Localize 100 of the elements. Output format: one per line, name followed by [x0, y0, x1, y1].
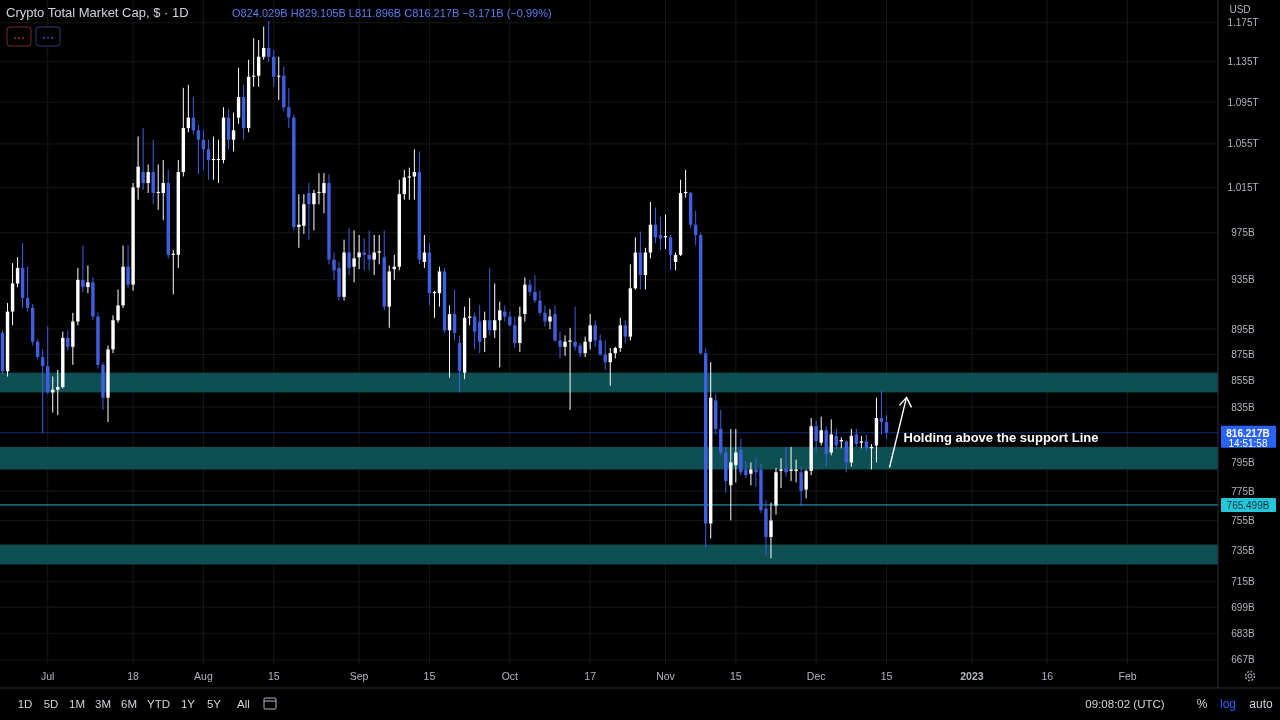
candlestick [196, 124, 201, 175]
candlestick [377, 234, 381, 265]
text: auto [1249, 697, 1273, 711]
candlestick [779, 457, 783, 489]
candlestick [307, 182, 311, 241]
y-tick-label: 1.175T [1227, 17, 1259, 29]
y-tick-label: 1.135T [1227, 56, 1259, 68]
text: O824.029B H829.105B L811.896B C816.217B −8.171B (−0.99%) [232, 7, 552, 19]
x-tick-label: 15 [423, 670, 436, 682]
text: 3M [95, 698, 111, 710]
text: % [1196, 697, 1208, 711]
y-tick-label: 855B [1231, 375, 1255, 387]
candlestick [513, 316, 517, 349]
text: log [1219, 697, 1237, 711]
candlestick [136, 136, 140, 201]
candlestick [799, 466, 803, 507]
y-tick-label: 1.015T [1227, 181, 1259, 193]
candlestick [623, 319, 628, 344]
candlestick [543, 304, 547, 328]
y-tick-label: 1.095T [1227, 96, 1259, 108]
candlestick [231, 111, 236, 152]
candlestick [819, 416, 823, 447]
text: 1D [17, 698, 33, 710]
candlestick [312, 189, 316, 231]
ref-line-label: 816.217B [1226, 427, 1270, 439]
candlestick [618, 317, 622, 353]
y-tick-label: 715B [1231, 576, 1255, 588]
x-tick-label: 15 [729, 670, 742, 682]
y-tick-label: 895B [1231, 323, 1255, 335]
candlestick [251, 37, 256, 88]
x-tick-label: Sep [349, 670, 369, 682]
text: 5Y [206, 698, 222, 710]
y-tick-label: 775B [1231, 485, 1255, 497]
text: All [237, 698, 250, 710]
y-tick-label: 683B [1231, 627, 1255, 639]
candlestick [538, 290, 542, 316]
x-tick-label: 2023 [960, 670, 984, 682]
candlestick [528, 279, 532, 297]
candlestick [814, 420, 818, 454]
candlestick [372, 234, 376, 276]
y-tick-label: 935B [1231, 274, 1255, 286]
x-tick-label: Nov [656, 670, 676, 682]
candlestick [769, 502, 773, 559]
candlestick [56, 369, 60, 416]
ref-line-label: 765.499B [1226, 499, 1270, 511]
candlestick [834, 428, 838, 451]
candlestick [407, 167, 412, 201]
candlestick [558, 331, 562, 359]
candlestick [287, 87, 291, 129]
x-tick-label: Feb [1118, 670, 1137, 682]
y-tick-label: 795B [1231, 456, 1255, 468]
x-tick-label: 18 [127, 670, 140, 682]
x-tick-label: 17 [584, 670, 597, 682]
y-tick-label: 699B [1231, 601, 1255, 613]
candlestick [146, 163, 150, 194]
x-tick-label: Jul [41, 670, 55, 682]
candlestick [25, 266, 30, 313]
candlestick [352, 229, 356, 283]
x-tick-label: Aug [194, 670, 213, 682]
candlestick [347, 227, 351, 276]
candlestick [367, 229, 371, 271]
y-tick-label: 755B [1231, 514, 1255, 526]
text: 1Y [180, 698, 196, 710]
candlestick [658, 216, 663, 251]
candlestick [854, 428, 859, 448]
candlestick [784, 446, 788, 478]
y-tick-label: 667B [1231, 654, 1255, 666]
x-tick-label: 16 [1041, 670, 1054, 682]
candlestick [126, 244, 130, 289]
annotation: Holding above the support Line [903, 429, 1099, 445]
candlestick [116, 289, 120, 324]
candlestick [261, 26, 266, 61]
candlestick [829, 418, 833, 456]
candlestick [563, 334, 567, 357]
candlestick [86, 265, 90, 294]
y-tick-label: 875B [1231, 348, 1255, 360]
text: 09:08:02 (UTC) [1085, 698, 1165, 710]
text: YTD [147, 698, 170, 710]
candlestick [141, 127, 145, 191]
x-tick-label: 15 [267, 670, 280, 682]
candlestick [277, 56, 281, 101]
candlestick [482, 311, 487, 353]
chart-title: Crypto Total Market Cap, $ · 1D [6, 5, 189, 20]
text: USD [1229, 4, 1251, 15]
text: 6M [121, 698, 137, 710]
candlestick [81, 244, 85, 293]
candlestick [588, 313, 592, 350]
candlestick [357, 234, 361, 270]
candlestick [236, 67, 241, 125]
text: 1M [69, 698, 85, 710]
candlestick [568, 327, 572, 411]
x-tick-label: Dec [806, 670, 826, 682]
candlestick [749, 461, 753, 486]
candlestick [362, 238, 366, 271]
y-tick-label: 835B [1231, 401, 1255, 413]
candlestick [884, 414, 889, 440]
candlestick [668, 234, 673, 271]
x-tick-label: Oct [501, 670, 519, 682]
candlestick [66, 329, 70, 352]
candlestick [593, 319, 597, 348]
